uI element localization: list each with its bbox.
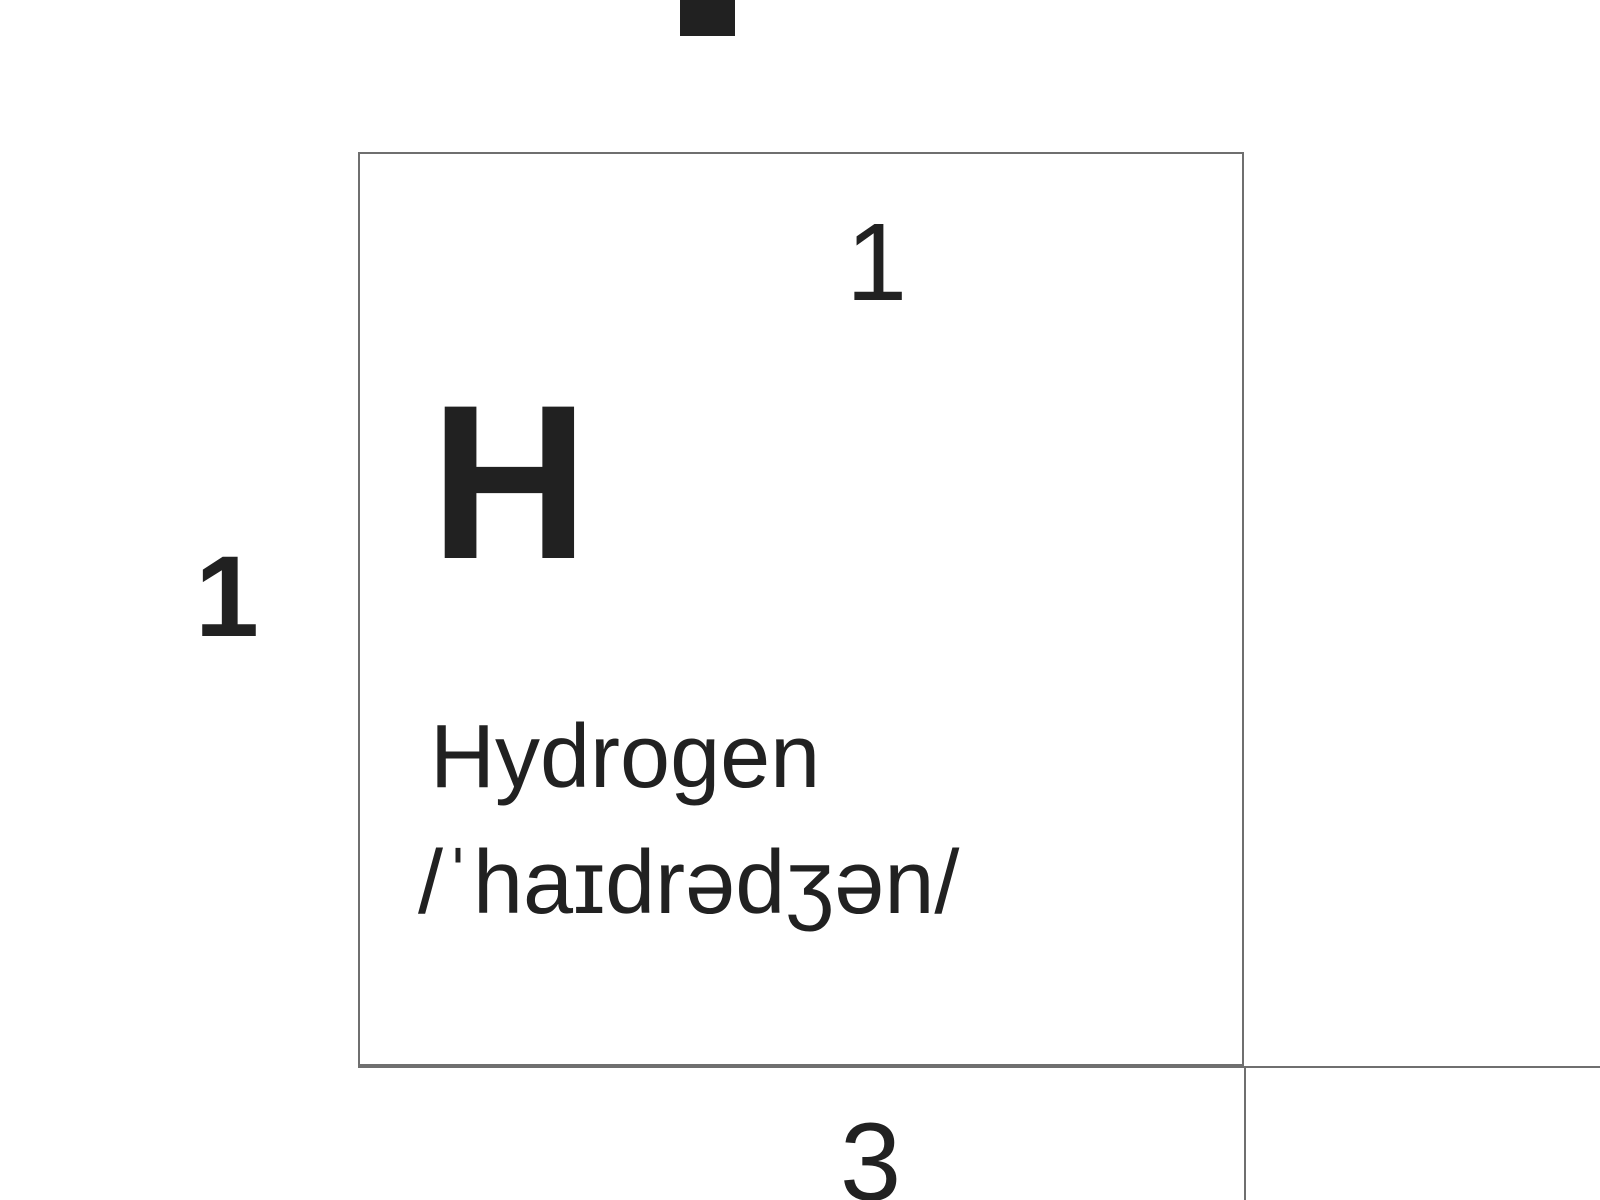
group-marker-stub [680, 0, 735, 36]
next-cell-divider [1244, 1066, 1246, 1200]
period-label: 1 [195, 540, 259, 655]
element-pronunciation: /ˈhaɪdrədʒən/ [418, 838, 959, 928]
atomic-number: 1 [846, 208, 907, 318]
next-row-border [358, 1066, 1600, 1068]
element-symbol: H [430, 372, 587, 592]
next-atomic-number: 3 [840, 1108, 901, 1200]
periodic-table-fragment: 1 1 H Hydrogen /ˈhaɪdrədʒən/ 3 [0, 0, 1600, 1200]
element-name: Hydrogen [430, 712, 820, 802]
